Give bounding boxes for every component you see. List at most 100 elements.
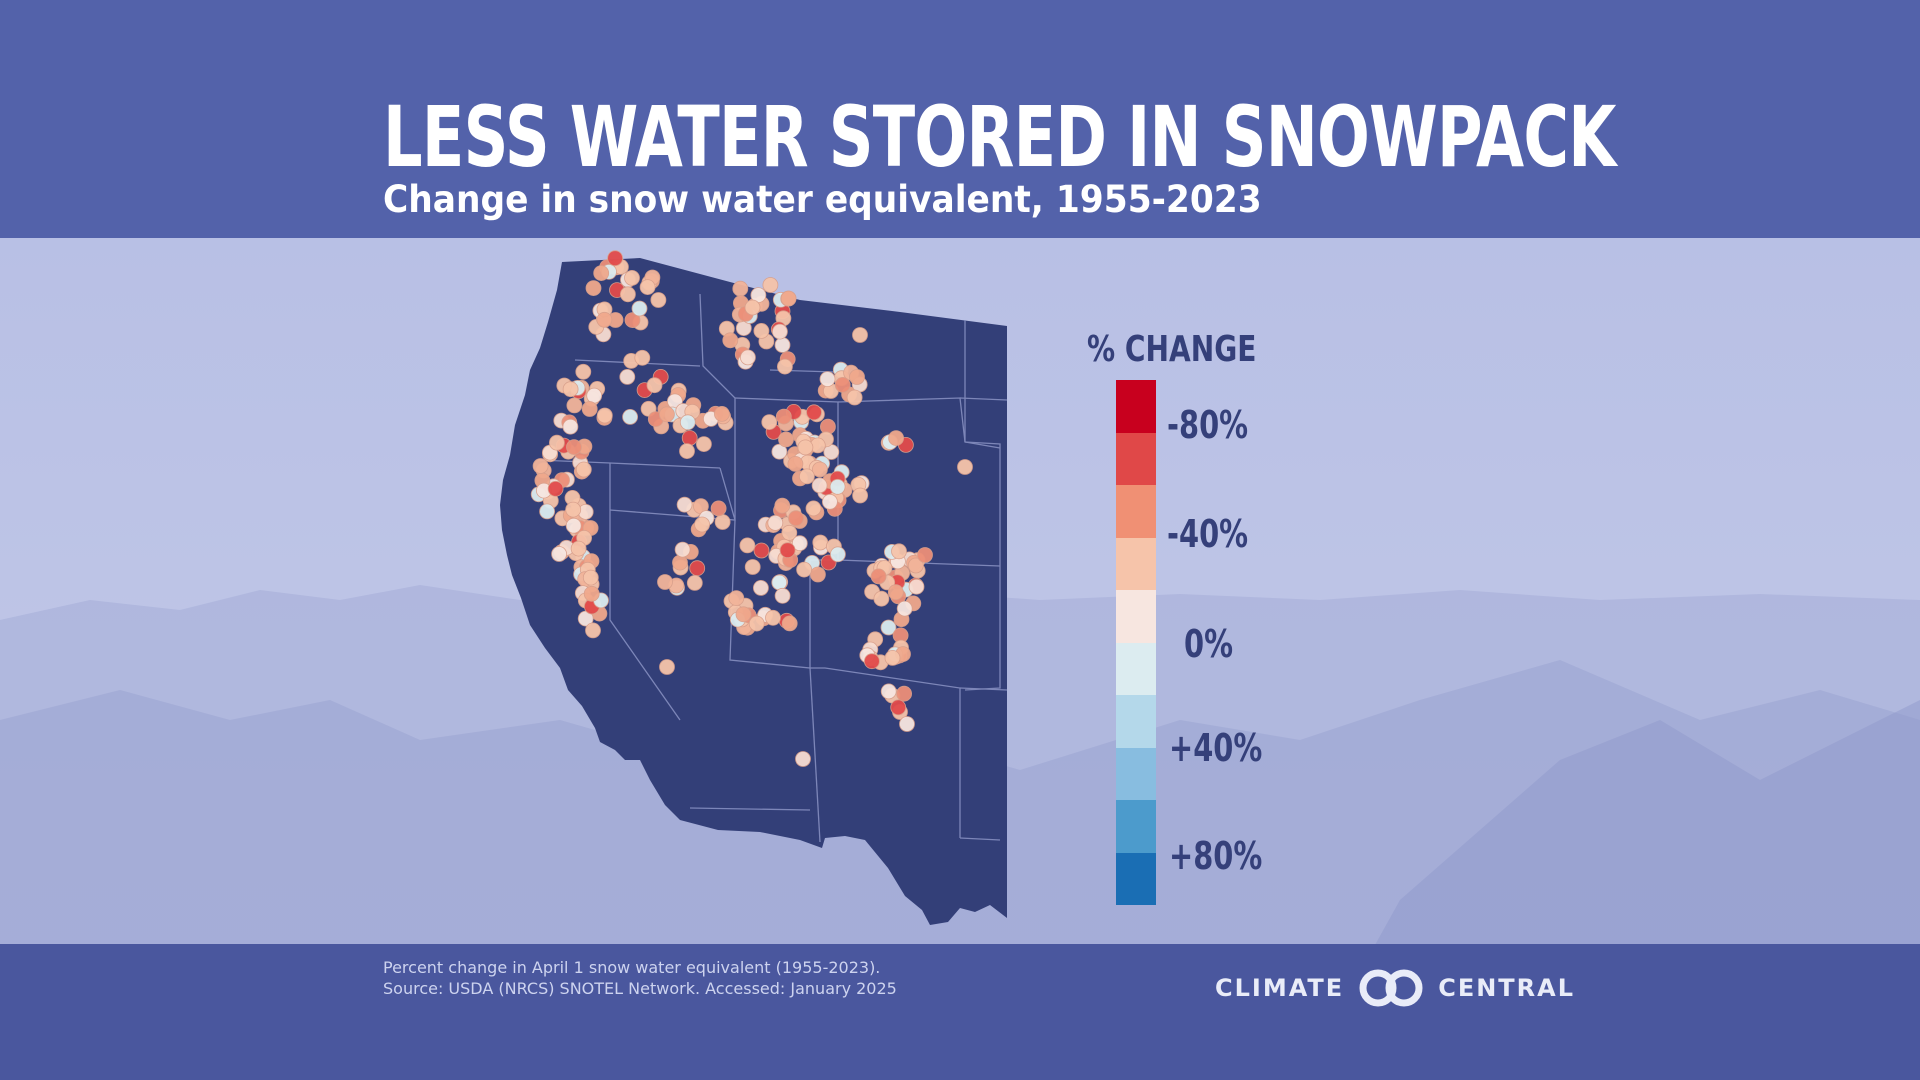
station-marker (957, 459, 973, 475)
station-marker (659, 659, 675, 675)
snotel-station-markers (530, 250, 973, 767)
station-marker (799, 468, 815, 485)
station-marker (765, 609, 781, 626)
station-marker (849, 369, 865, 385)
station-marker (582, 569, 599, 586)
station-marker (788, 510, 804, 527)
legend-swatch (1116, 695, 1156, 748)
station-marker (714, 514, 731, 530)
station-marker (774, 587, 791, 604)
logo-text-central: CENTRAL (1438, 974, 1576, 1002)
station-marker (780, 290, 797, 307)
station-marker (575, 363, 592, 380)
station-marker (781, 524, 798, 541)
station-marker (806, 404, 822, 421)
legend-tick-minus-40: -40% (1167, 512, 1249, 556)
header-banner: LESS WATER STORED IN SNOWPACK Change in … (0, 0, 1920, 238)
station-marker (639, 279, 656, 296)
station-marker (884, 650, 901, 666)
station-marker (565, 517, 582, 534)
station-marker (657, 574, 673, 590)
station-marker (624, 269, 640, 286)
station-marker (631, 300, 648, 317)
legend-color-scale (1116, 380, 1156, 905)
station-marker (812, 534, 829, 551)
station-marker (771, 443, 788, 460)
station-marker (781, 615, 798, 632)
footnote-source: Source: USDA (NRCS) SNOTEL Network. Acce… (383, 979, 897, 998)
legend-swatch (1116, 537, 1156, 590)
states-land (500, 258, 1007, 925)
station-marker (728, 590, 745, 606)
legend-tick-plus-40: +40% (1169, 726, 1263, 770)
page-subtitle: Change in snow water equivalent, 1955-20… (383, 178, 1262, 221)
station-marker (710, 500, 727, 517)
station-marker (585, 622, 601, 639)
footnote-description: Percent change in April 1 snow water equ… (383, 958, 881, 977)
station-marker (562, 381, 579, 398)
station-marker (805, 500, 822, 517)
station-marker (753, 322, 770, 339)
station-marker (735, 606, 752, 623)
station-marker (907, 557, 924, 574)
station-marker (732, 280, 749, 297)
station-marker (583, 585, 600, 602)
station-marker (778, 431, 794, 448)
station-marker (852, 487, 868, 504)
station-marker (890, 699, 907, 716)
station-marker (566, 397, 583, 414)
station-marker (634, 349, 651, 366)
station-marker (753, 542, 770, 559)
station-marker (811, 477, 828, 494)
station-marker (880, 683, 897, 700)
station-marker (562, 418, 579, 435)
station-marker (539, 503, 555, 520)
station-marker (880, 619, 897, 636)
legend-title: % CHANGE (1087, 329, 1257, 370)
legend-swatch (1116, 852, 1156, 905)
station-marker (593, 265, 610, 282)
station-marker (672, 554, 688, 571)
station-marker (779, 542, 796, 559)
legend-swatch (1116, 590, 1156, 643)
station-marker (775, 408, 792, 425)
station-marker (575, 461, 592, 478)
legend-tick-plus-80: +80% (1169, 834, 1263, 878)
station-marker (772, 323, 788, 340)
station-marker (581, 401, 598, 417)
station-marker (596, 407, 613, 424)
station-marker (679, 414, 696, 431)
legend-swatch (1116, 432, 1156, 485)
station-marker (620, 286, 636, 303)
station-marker (549, 434, 565, 451)
station-marker (908, 578, 925, 595)
station-marker (532, 458, 549, 474)
station-marker (846, 389, 863, 406)
station-marker (896, 600, 913, 617)
station-marker (694, 516, 710, 533)
station-marker (873, 590, 890, 607)
legend-swatch (1116, 642, 1156, 695)
station-marker (565, 501, 582, 518)
station-marker (689, 560, 706, 577)
station-marker (787, 455, 804, 472)
station-marker (659, 406, 675, 423)
footer-banner: Percent change in April 1 snow water equ… (0, 944, 1920, 1080)
station-marker (829, 478, 846, 495)
station-marker (767, 515, 784, 531)
legend-swatch (1116, 747, 1156, 800)
station-marker (679, 443, 695, 460)
station-marker (681, 430, 698, 446)
station-marker (852, 327, 868, 343)
logo-text-climate: CLIMATE (1215, 974, 1345, 1002)
station-marker (748, 615, 765, 632)
station-marker (771, 574, 788, 591)
station-marker (761, 414, 778, 431)
station-marker (650, 292, 667, 308)
station-marker (753, 580, 769, 596)
station-marker (774, 337, 791, 353)
station-marker (551, 546, 567, 562)
station-marker (899, 716, 915, 732)
station-marker (585, 280, 602, 297)
station-marker (619, 368, 636, 385)
